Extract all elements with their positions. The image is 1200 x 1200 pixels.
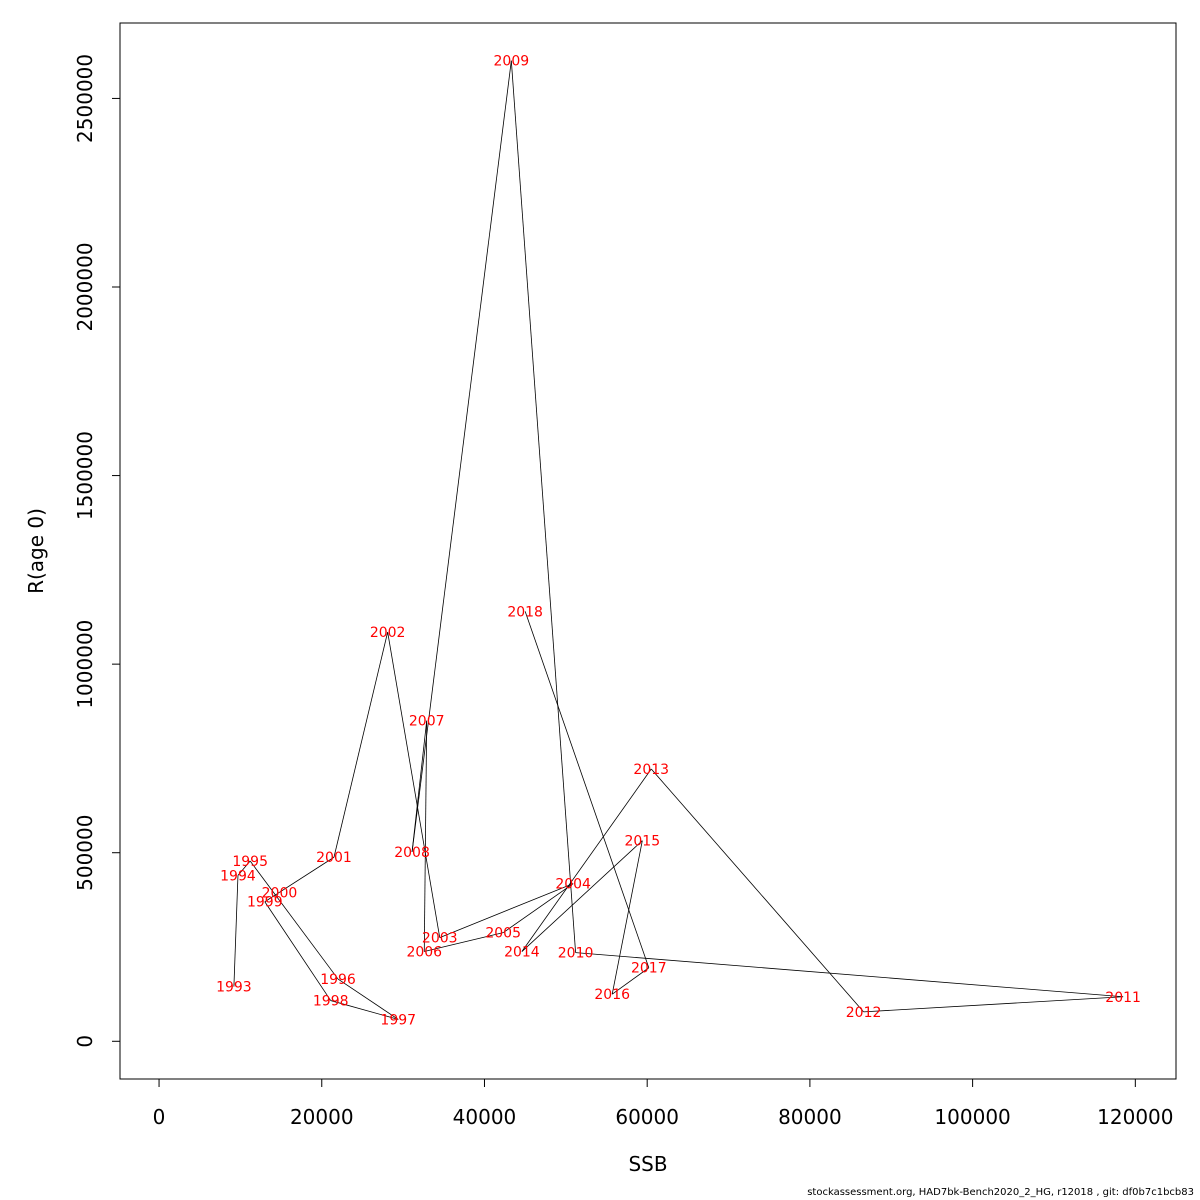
point-label: 2006 — [406, 945, 442, 961]
point-label: 2015 — [624, 834, 660, 850]
point-label: 2016 — [594, 987, 630, 1003]
y-tick-label: 2000000 — [73, 242, 97, 331]
x-tick-label: 80000 — [778, 1105, 842, 1129]
point-label: 2001 — [316, 850, 352, 866]
series-segment — [330, 1000, 399, 1020]
y-tick-label: 2500000 — [73, 54, 97, 143]
series-segment — [510, 60, 576, 953]
series-segment — [863, 996, 1124, 1013]
point-label: 2009 — [494, 54, 530, 70]
point-label: 2012 — [846, 1005, 882, 1021]
point-label: 2017 — [631, 961, 667, 977]
series-segment — [424, 932, 504, 952]
y-tick-label: 1500000 — [73, 431, 97, 520]
point-label: 2018 — [507, 604, 543, 620]
series-path — [233, 60, 1124, 1020]
series-segment — [333, 631, 389, 858]
series-segment — [423, 720, 428, 952]
point-label: 1994 — [220, 868, 256, 884]
point-label: 2002 — [370, 625, 406, 641]
point-label: 2004 — [555, 877, 591, 893]
series-segment — [575, 952, 1124, 998]
series-segment — [439, 883, 574, 938]
point-label: 1998 — [313, 994, 349, 1010]
point-label: 2000 — [262, 885, 298, 901]
point-label: 2007 — [409, 714, 445, 730]
y-tick-label: 1000000 — [73, 620, 97, 709]
point-label: 1997 — [380, 1012, 416, 1028]
point-label: 2008 — [394, 845, 430, 861]
point-label: 2011 — [1105, 990, 1141, 1006]
series-segment — [521, 768, 652, 952]
series-segment — [611, 967, 650, 995]
point-label: 2014 — [504, 945, 540, 961]
x-ticks: 0 20000 40000 60000 80000 100000 120000 — [153, 1079, 1174, 1129]
x-axis-title: SSB — [628, 1152, 667, 1176]
point-label: 2003 — [422, 931, 458, 947]
series-segment — [249, 860, 339, 980]
series-segment — [611, 840, 643, 995]
footer-credit: stockassessment.org, HAD7bk-Bench2020_2_… — [807, 1187, 1194, 1198]
x-tick-label: 60000 — [615, 1105, 679, 1129]
series-segment — [264, 891, 280, 903]
series-segment — [524, 611, 650, 968]
series-segment — [650, 768, 864, 1013]
point-label: 1999 — [247, 895, 283, 911]
x-tick-label: 100000 — [934, 1105, 1010, 1129]
point-label: 1995 — [232, 854, 268, 870]
x-tick-label: 120000 — [1097, 1105, 1173, 1129]
y-ticks: 0 500000 1000000 1500000 2000000 2500000 — [73, 54, 120, 1048]
series-segment — [502, 883, 574, 933]
series-segment — [337, 978, 399, 1020]
point-label: 1993 — [216, 980, 252, 996]
series-segment — [279, 856, 335, 893]
y-tick-label: 0 — [73, 1035, 97, 1048]
y-axis-title: R(age 0) — [24, 508, 48, 594]
plot-frame — [119, 22, 1177, 1080]
series-segment — [411, 60, 512, 853]
y-tick-label: 500000 — [73, 815, 97, 891]
series-segment — [387, 632, 441, 938]
point-label: 2005 — [485, 926, 521, 942]
series-segment — [521, 840, 643, 952]
x-tick-label: 40000 — [453, 1105, 517, 1129]
series-segment — [264, 901, 332, 1001]
series-segment — [233, 875, 239, 987]
point-label: 2013 — [633, 762, 669, 778]
x-tick-label: 20000 — [290, 1105, 354, 1129]
series-segment — [237, 860, 251, 876]
x-tick-label: 0 — [153, 1105, 166, 1129]
point-label: 1996 — [320, 972, 356, 988]
point-label: 2010 — [558, 946, 594, 962]
